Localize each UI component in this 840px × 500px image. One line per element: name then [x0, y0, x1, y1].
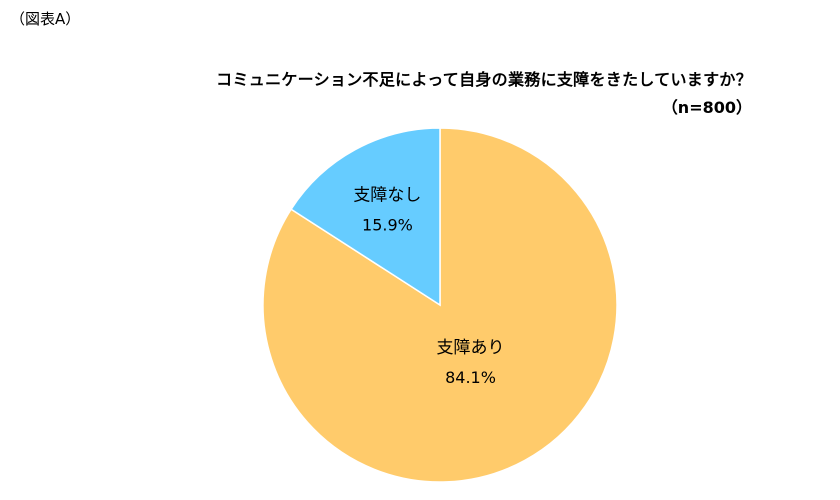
pie-labels: 支障あり 84.1% 支障なし 15.9% [353, 186, 504, 387]
pie-slices [262, 127, 618, 483]
chart-subtitle: （n=800） [661, 98, 752, 117]
slice-value-0: 84.1% [445, 368, 496, 387]
slice-label-1: 支障なし [353, 186, 421, 206]
slice-value-1: 15.9% [362, 216, 413, 235]
pie-slice-0 [262, 127, 618, 483]
slice-label-0: 支障あり [437, 338, 505, 358]
figure-label: （図表A） [10, 10, 81, 28]
pie-slice-1 [290, 127, 441, 307]
chart-title: コミュニケーション不足によって自身の業務に支障をきたしていますか？ [216, 70, 752, 89]
